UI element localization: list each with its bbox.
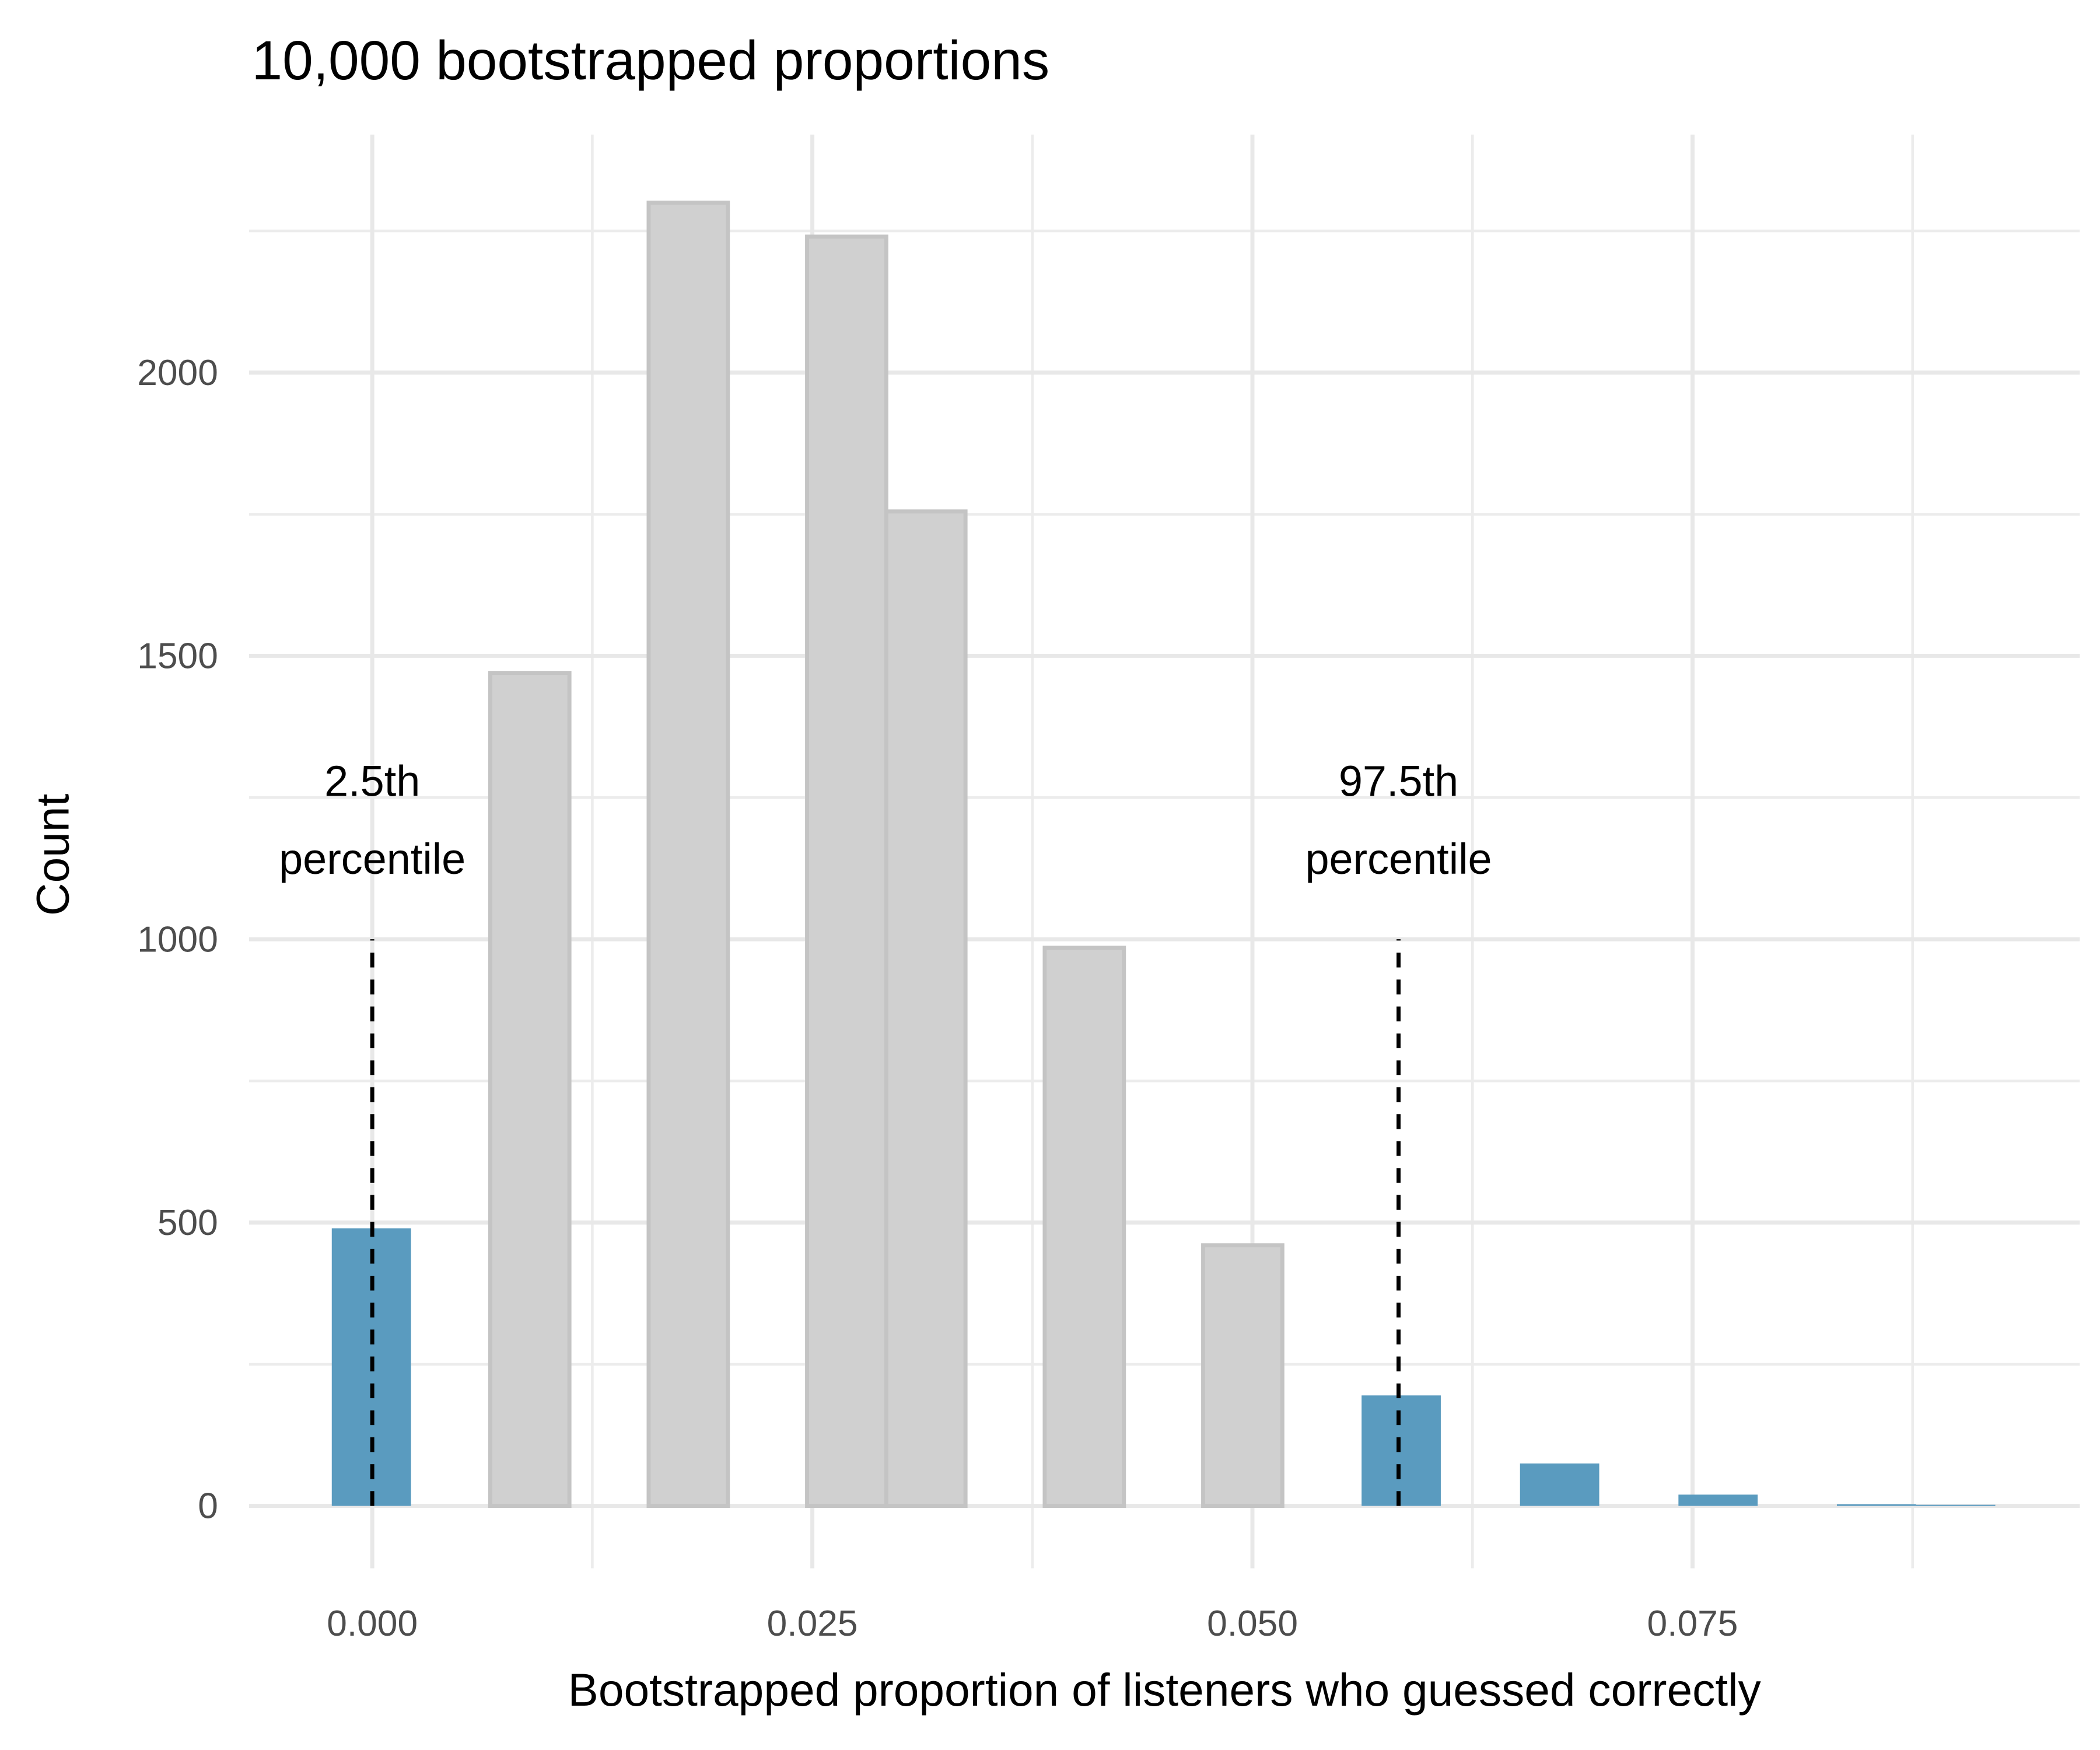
bar (1916, 1504, 1996, 1506)
x-tick-label: 0.000 (327, 1604, 418, 1644)
annotation: 2.5th (324, 757, 420, 805)
annotation: percentile (1305, 835, 1492, 883)
chart-title: 10,000 bootstrapped proportions (252, 30, 1050, 92)
y-axis-title: Count (27, 794, 79, 916)
x-axis-title: Bootstrapped proportion of listeners who… (568, 1664, 1762, 1716)
y-tick-label: 1000 (137, 919, 218, 960)
annotation: percentile (279, 835, 466, 883)
bar (1201, 1243, 1284, 1508)
bar (1520, 1463, 1600, 1506)
y-tick-label: 0 (198, 1486, 218, 1527)
bar (1362, 1395, 1441, 1506)
y-tick-label: 1500 (137, 636, 218, 677)
bar (1836, 1504, 1916, 1506)
bar (1678, 1494, 1758, 1506)
bar (488, 671, 572, 1508)
x-tick-label: 0.050 (1207, 1604, 1298, 1644)
y-tick-label: 500 (158, 1203, 218, 1243)
bar (884, 509, 968, 1508)
x-tick-label: 0.075 (1647, 1604, 1738, 1644)
x-tick-label: 0.025 (767, 1604, 858, 1644)
bar (646, 200, 730, 1508)
bar (1042, 946, 1126, 1508)
annotation: 97.5th (1339, 757, 1458, 805)
bar (805, 235, 888, 1508)
y-tick-label: 2000 (137, 353, 218, 393)
